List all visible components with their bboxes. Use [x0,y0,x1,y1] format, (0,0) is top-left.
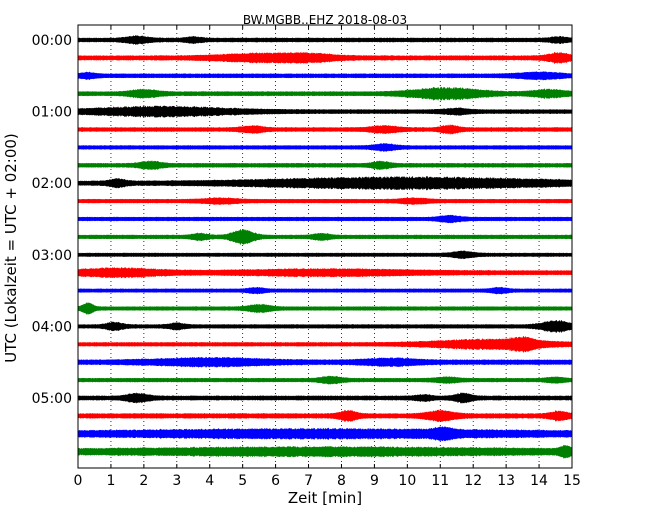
y-tick-label: 03:00 [32,248,72,264]
seismic-trace-0015 [77,51,573,65]
x-tick-label: 6 [271,473,280,489]
trace-group [77,34,573,459]
seismic-trace-0230 [77,214,573,224]
x-tick-label: 3 [172,473,181,489]
seismic-trace-0300 [77,250,573,260]
x-tick-label: 9 [370,473,379,489]
x-tick-label: 13 [497,473,515,489]
chart-title: BW.MGBB..EHZ 2018-08-03 [243,13,407,27]
y-tick-label: 01:00 [32,105,72,121]
seismic-trace-0430 [77,356,573,368]
seismic-trace-0215 [77,197,573,206]
y-axis-label: UTC (Lokalzeit = UTC + 02:00) [2,133,20,363]
x-tick-label: 4 [205,473,214,489]
seismic-trace-0100 [77,105,573,118]
seismic-trace-0145 [77,159,573,171]
x-tick-label: 15 [563,473,581,489]
x-tick-label: 2 [139,473,148,489]
y-tick-label: 04:00 [32,319,72,335]
x-tick-label: 14 [530,473,548,489]
seismic-trace-0030 [77,71,573,81]
axis-ticks: 0 1 2 3 4 5 6 7 8 9 10 11 12 13 14 1500:0001:0002:0003:… [32,25,581,489]
seismic-trace-0515 [77,409,573,423]
x-tick-label: 10 [398,473,416,489]
seismic-trace-0445 [77,375,573,385]
seismic-trace-0115 [77,123,573,136]
y-tick-label: 00:00 [32,33,72,49]
x-tick-label: 1 [106,473,115,489]
seismic-trace-0200 [77,175,573,192]
seismic-trace-0000 [77,34,573,46]
x-tick-label: 12 [464,473,482,489]
x-tick-label: 7 [304,473,313,489]
y-tick-label: 02:00 [32,176,72,192]
x-axis-label: Zeit [min] [288,489,362,507]
x-tick-label: 5 [238,473,247,489]
seismic-trace-0400 [77,319,573,334]
plot-frame [77,24,573,469]
x-tick-label: 11 [431,473,449,489]
x-tick-label: 0 [74,473,83,489]
seismic-trace-0545 [77,444,573,459]
seismic-trace-0530 [77,425,573,442]
y-tick-label: 05:00 [32,391,72,407]
seismic-trace-0345 [77,301,573,316]
seismic-trace-0500 [77,392,573,404]
seismic-trace-0415 [77,335,573,353]
seismic-trace-0330 [77,286,573,295]
seismic-trace-0045 [77,86,573,102]
x-tick-label: 8 [337,473,346,489]
seismic-trace-0245 [77,228,573,246]
seismic-trace-0315 [77,266,573,279]
seismic-trace-0130 [77,142,573,152]
